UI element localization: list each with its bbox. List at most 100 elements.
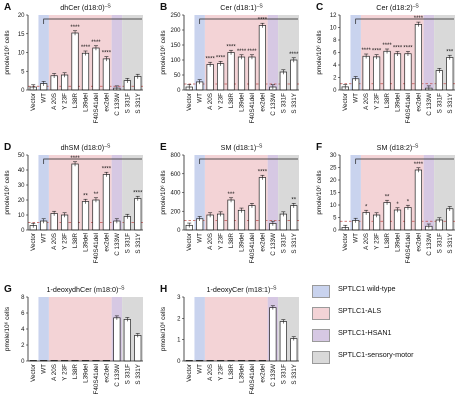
- y-tick-label: 10: [330, 203, 337, 209]
- y-axis-label: pmole/10⁶ cells: [4, 170, 11, 215]
- bar: [248, 205, 256, 231]
- bar: [134, 198, 142, 231]
- y-tick-label: 6: [21, 311, 25, 317]
- significance-label: ****: [216, 55, 226, 61]
- y-tick-label: 8: [333, 38, 337, 44]
- significance-label: ****: [289, 52, 299, 58]
- y-tick-label: 250: [170, 13, 181, 19]
- y-tick-label: 1: [177, 338, 181, 344]
- y-tick-label: 15: [18, 32, 25, 38]
- y-tick-label: 400: [170, 191, 181, 197]
- y-tick-label: 15: [330, 191, 337, 197]
- significance-label: ****: [70, 25, 80, 31]
- x-tick-label: L39del: [83, 93, 90, 112]
- y-tick-label: 2: [21, 343, 25, 349]
- y-tick-label: 100: [170, 58, 181, 64]
- y-tick-label: 4: [21, 327, 25, 333]
- bar: [404, 53, 412, 91]
- significance-label: ****: [414, 162, 424, 168]
- bar: [217, 213, 225, 231]
- group-band-wildtype: [194, 155, 205, 230]
- y-tick-label: 10: [18, 213, 25, 219]
- x-tick-label: A 20S: [207, 93, 214, 110]
- x-tick-label: C 133W: [270, 364, 277, 387]
- bar: [71, 32, 79, 91]
- bar: [92, 47, 100, 91]
- x-tick-label: S 331F: [280, 233, 287, 253]
- x-tick-label: ex2del: [415, 233, 422, 252]
- bar: [113, 317, 121, 362]
- y-tick-label: 600: [170, 172, 181, 178]
- legend-label-hsan1: SPTLC1-HSAN1: [338, 328, 392, 337]
- y-tick-label: 200: [170, 28, 181, 34]
- significance-label: ****: [403, 46, 413, 52]
- x-tick-label: Vector: [30, 93, 37, 111]
- x-tick-label: F40S41del: [93, 93, 100, 123]
- bar: [393, 53, 402, 91]
- x-tick-label: WT: [197, 93, 204, 103]
- significance-label: *: [407, 199, 410, 205]
- y-tick-label: 2: [333, 76, 337, 82]
- x-tick-label: Vector: [342, 93, 349, 111]
- significance-label: **: [291, 197, 296, 203]
- x-tick-label: Y 23F: [218, 233, 225, 250]
- legend-label-wildtype: SPTLC1 wild-type: [338, 284, 396, 293]
- group-band-wildtype: [350, 155, 361, 230]
- y-tick-label: 25: [330, 166, 337, 172]
- x-tick-label: Vector: [186, 364, 193, 382]
- panel-letter: H: [160, 284, 167, 295]
- y-axis-label: pmole/10⁶ cells: [4, 30, 11, 75]
- group-band-hsan1: [111, 155, 123, 230]
- x-tick-label: ex2del: [259, 233, 266, 252]
- x-tick-label: S 331Y: [447, 232, 454, 253]
- legend-swatch-hsan1: [312, 329, 330, 342]
- bar: [237, 209, 246, 231]
- legend-item-wildtype: SPTLC1 wild-type: [312, 282, 472, 304]
- y-tick-label: 4: [333, 63, 337, 69]
- group-band-wildtype: [194, 15, 205, 90]
- bar: [227, 199, 235, 231]
- x-tick-label: F40S41del: [405, 233, 412, 263]
- x-tick-label: L39del: [395, 93, 402, 112]
- group-band-als: [360, 155, 424, 230]
- comparison-bracket: [199, 18, 298, 24]
- x-tick-label: C 133W: [114, 233, 121, 256]
- bar: [414, 24, 423, 91]
- y-tick-label: 8: [21, 295, 25, 301]
- group-band-wildtype: [38, 155, 49, 230]
- significance-label: ****: [102, 166, 112, 172]
- x-tick-label: L39del: [83, 233, 90, 252]
- significance-label: ****: [258, 169, 268, 175]
- y-axis-label: pmole/10⁶ cells: [316, 170, 323, 215]
- x-tick-label: Y 23F: [62, 93, 69, 110]
- x-tick-label: A 20S: [363, 93, 370, 110]
- significance-label: ***: [228, 192, 236, 198]
- y-tick-label: 800: [170, 153, 181, 159]
- y-axis-label: pmole/10⁶ cells: [160, 170, 167, 215]
- bar: [446, 208, 454, 231]
- y-tick-label: 20: [18, 198, 25, 204]
- significance-label: ****: [382, 43, 392, 49]
- group-band-als: [204, 15, 268, 90]
- panel-letter: E: [160, 142, 167, 153]
- x-tick-label: WT: [197, 233, 204, 243]
- legend-swatch-motor: [312, 351, 330, 364]
- comparison-bracket: [199, 158, 298, 164]
- group-legend: SPTLC1 wild-type SPTLC1-ALS SPTLC1-HSAN1…: [312, 282, 472, 370]
- x-tick-label: C 133W: [270, 93, 277, 116]
- x-tick-label: F40S41del: [249, 364, 256, 394]
- bar: [217, 63, 225, 91]
- x-tick-label: S 331Y: [135, 363, 142, 384]
- bar: [269, 307, 277, 362]
- y-tick-label: 0: [177, 88, 181, 94]
- bar: [123, 319, 131, 362]
- panel-title: dhSM (d18:0)–S: [61, 143, 111, 152]
- bar: [71, 163, 79, 231]
- bar: [134, 335, 142, 362]
- x-tick-label: C 133W: [426, 233, 433, 256]
- y-tick-label: 6: [333, 51, 337, 57]
- y-tick-label: 40: [18, 168, 25, 174]
- y-tick-label: 0: [21, 228, 25, 234]
- bar: [383, 202, 391, 231]
- y-tick-label: 50: [18, 153, 25, 159]
